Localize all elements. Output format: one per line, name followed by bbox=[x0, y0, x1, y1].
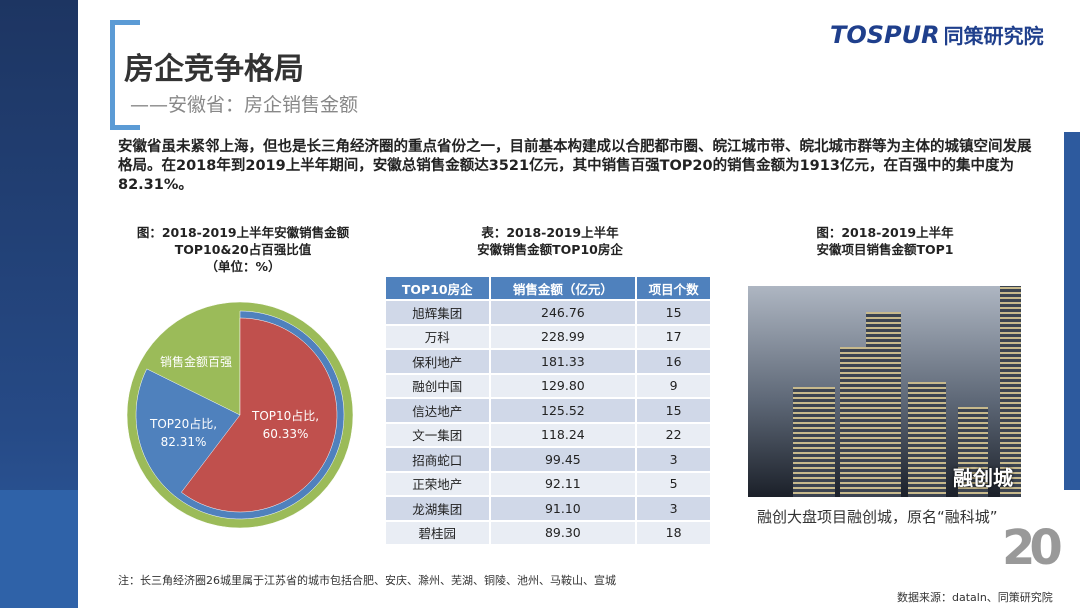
logo-cn: 同策研究院 bbox=[943, 24, 1044, 48]
pie-label-top100: 销售金额百强 bbox=[160, 355, 233, 369]
table-cell: 15 bbox=[637, 399, 712, 422]
photo-caption: 融创大盘项目融创城，原名“融科城” bbox=[757, 508, 998, 526]
table-caption-line: 安徽销售金额TOP10房企 bbox=[477, 242, 623, 257]
left-decor-band bbox=[0, 0, 78, 608]
table-cell: 16 bbox=[637, 350, 712, 373]
table-cell: 18 bbox=[637, 521, 712, 544]
table-caption: 表：2018-2019上半年 安徽销售金额TOP10房企 bbox=[420, 224, 680, 258]
table-row: 融创中国 129.80 9 bbox=[386, 374, 712, 397]
table-cell: 89.30 bbox=[490, 521, 638, 544]
table-cell: 22 bbox=[637, 423, 712, 446]
table-row: 保利地产 181.33 16 bbox=[386, 350, 712, 373]
col-header: 项目个数 bbox=[637, 277, 712, 299]
table-cell: 129.80 bbox=[490, 374, 638, 397]
photo-caption-line: 安徽项目销售金额TOP1 bbox=[816, 242, 954, 257]
table-cell: 碧桂园 bbox=[386, 521, 491, 544]
chart-caption-line: TOP10&20占百强比值 bbox=[174, 242, 312, 257]
logo-en: TOSPUR bbox=[830, 20, 940, 49]
table-row: 碧桂园 89.30 18 bbox=[386, 521, 712, 544]
photo-overlay-text: 融创城 bbox=[953, 466, 1013, 490]
tospur-logo: TOSPUR 同策研究院 bbox=[830, 20, 1044, 49]
table-cell: 17 bbox=[637, 325, 712, 348]
col-header: 销售金额（亿元） bbox=[490, 277, 638, 299]
pie-label-top10: TOP10占比, 60.33% bbox=[252, 409, 320, 441]
table-cell: 99.45 bbox=[490, 448, 638, 471]
table-cell: 万科 bbox=[386, 325, 491, 348]
table-caption-line: 表：2018-2019上半年 bbox=[481, 225, 619, 240]
table-cell: 保利地产 bbox=[386, 350, 491, 373]
page-subtitle: ——安徽省：房企销售金额 bbox=[130, 94, 359, 116]
table-row: 万科 228.99 17 bbox=[386, 325, 712, 348]
pie-slice-top10 bbox=[181, 317, 338, 513]
table-row: 正荣地产 92.11 5 bbox=[386, 472, 712, 495]
table-cell: 龙湖集团 bbox=[386, 497, 491, 520]
table-cell: 91.10 bbox=[490, 497, 638, 520]
photo-caption-title: 图：2018-2019上半年 安徽项目销售金额TOP1 bbox=[770, 224, 1000, 258]
pie-chart bbox=[126, 301, 354, 529]
footnote: 注：长三角经济圈26城里属于江苏省的城市包括合肥、安庆、滁州、芜湖、铜陵、池州、… bbox=[118, 574, 616, 587]
chart-caption-line: （单位：%） bbox=[205, 259, 281, 274]
project-photo: 融创城 bbox=[748, 286, 1021, 497]
table-cell: 125.52 bbox=[490, 399, 638, 422]
right-decor-bar bbox=[1064, 132, 1080, 490]
table-row: 信达地产 125.52 15 bbox=[386, 399, 712, 422]
table-cell: 正荣地产 bbox=[386, 472, 491, 495]
table-cell: 118.24 bbox=[490, 423, 638, 446]
col-header: TOP10房企 bbox=[386, 277, 491, 299]
anniversary-logo: 20 bbox=[1002, 520, 1063, 576]
data-source: 数据来源：dataln、同策研究院 bbox=[897, 591, 1053, 604]
table-cell: 旭辉集团 bbox=[386, 301, 491, 324]
table-cell: 9 bbox=[637, 374, 712, 397]
table-cell: 文一集团 bbox=[386, 423, 491, 446]
top10-table: TOP10房企 销售金额（亿元） 项目个数 旭辉集团 246.76 15 万科 228.… bbox=[386, 275, 712, 546]
table-cell: 92.11 bbox=[490, 472, 638, 495]
chart-caption: 图：2018-2019上半年安徽销售金额 TOP10&20占百强比值 （单位：%… bbox=[118, 224, 368, 275]
table-row: 龙湖集团 91.10 3 bbox=[386, 497, 712, 520]
table-cell: 融创中国 bbox=[386, 374, 491, 397]
table-cell: 181.33 bbox=[490, 350, 638, 373]
table-row: 文一集团 118.24 22 bbox=[386, 423, 712, 446]
table-cell: 228.99 bbox=[490, 325, 638, 348]
table-cell: 信达地产 bbox=[386, 399, 491, 422]
pie-label-top20: TOP20占比, 82.31% bbox=[150, 417, 218, 449]
title-bracket bbox=[110, 20, 145, 130]
table-cell: 5 bbox=[637, 472, 712, 495]
table-cell: 3 bbox=[637, 497, 712, 520]
page-title: 房企竞争格局 bbox=[124, 52, 304, 87]
table-cell: 246.76 bbox=[490, 301, 638, 324]
chart-caption-line: 图：2018-2019上半年安徽销售金额 bbox=[136, 225, 350, 240]
table-cell: 招商蛇口 bbox=[386, 448, 491, 471]
table-cell: 15 bbox=[637, 301, 712, 324]
intro-paragraph: 安徽省虽未紧邻上海，但也是长三角经济圈的重点省份之一，目前基本构建成以合肥都市圈… bbox=[118, 139, 1032, 193]
table-cell: 3 bbox=[637, 448, 712, 471]
photo-caption-line: 图：2018-2019上半年 bbox=[816, 225, 954, 240]
table-row: 招商蛇口 99.45 3 bbox=[386, 448, 712, 471]
table-row: 旭辉集团 246.76 15 bbox=[386, 301, 712, 324]
